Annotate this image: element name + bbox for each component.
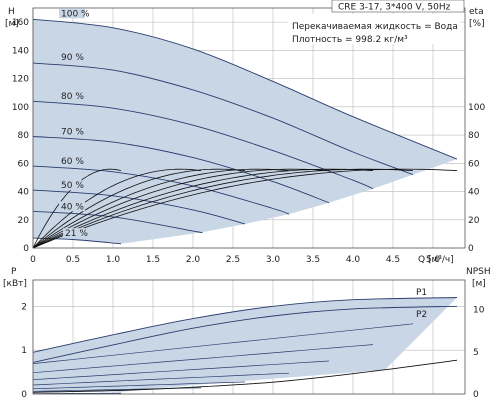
speed-label-bg: [59, 91, 85, 102]
head-curve-1: [32, 62, 414, 176]
p2-label: P2: [416, 310, 427, 320]
speed-label: 40 %: [61, 202, 84, 212]
power-chart: 0 1 2 0 5 10 P [кВт] NPSH [м] P1 P2: [3, 267, 491, 400]
head-chart: 0 20 40 60 80 100 120 140 160 0 20 40 60 80 100 0 0.5 1…: [5, 0, 485, 265]
y-left-tick-label: 40: [18, 188, 30, 198]
head-curve-7: [32, 237, 122, 245]
power-curve-3: [32, 360, 330, 381]
x-tick-label: 4.0: [346, 255, 361, 265]
x-axis-label: Q [м³/ч]: [418, 255, 454, 265]
top-y-right-ticks: 0 20 40 60 80 100: [468, 103, 485, 254]
y-right-label-line2: [%]: [469, 19, 485, 29]
speed-label-bg: [59, 156, 85, 167]
speed-labels: 100 % 90 % 80 % 70 % 60 % 50 % 40 % 21 %: [59, 8, 90, 239]
head-curve-6: [32, 210, 203, 234]
x-tick-label: 0: [30, 255, 36, 265]
power-p1-curve: [32, 297, 458, 353]
x-tick-label: 3.5: [306, 255, 320, 265]
y-right-tick-label: 20: [468, 216, 480, 226]
info-box: [288, 14, 460, 44]
power-tick-label: 0: [21, 390, 27, 400]
speed-label: 21 %: [65, 229, 88, 239]
y-left-label-line1: H: [8, 7, 15, 17]
speed-label-bg: [59, 201, 85, 212]
x-tick-label: 1.5: [146, 255, 160, 265]
power-tick-label: 1: [21, 346, 27, 356]
speed-label: 100 %: [61, 9, 90, 19]
power-curve-5: [32, 381, 246, 390]
title-box: [331, 0, 465, 13]
y-left-tick-label: 100: [12, 103, 29, 113]
x-tick-label: 2.0: [186, 255, 201, 265]
npsh-label-line2: [м]: [472, 279, 486, 289]
power-curve-7: [32, 392, 122, 394]
npsh-tick-label: 0: [473, 390, 479, 400]
y-left-tick-label: 160: [12, 18, 29, 28]
y-left-label-line2: [м]: [5, 19, 19, 29]
y-left-tick-label: 120: [12, 75, 29, 85]
speed-label-bg: [59, 8, 85, 19]
speed-label: 90 %: [61, 53, 84, 63]
head-curve-5: [32, 189, 246, 225]
head-curve-2: [32, 100, 374, 190]
y-left-tick-label: 140: [12, 46, 29, 56]
npsh-tick-label: 5: [473, 348, 479, 358]
p1-label: P1: [416, 288, 427, 298]
speed-label-bg: [59, 180, 85, 191]
efficiency-curve-6: [32, 168, 202, 249]
npsh-label-line1: NPSH: [466, 267, 491, 277]
x-tick-label: 4.5: [386, 255, 400, 265]
efficiency-curve-3: [32, 168, 330, 249]
head-curve-3: [32, 136, 330, 204]
y-right-tick-label: 60: [468, 159, 480, 169]
fluid-info: Перекачиваемая жидкость = Вода: [292, 22, 458, 32]
speed-label-bg: [63, 228, 89, 239]
efficiency-curves: [32, 168, 458, 249]
x-tick-label: 0.5: [66, 255, 80, 265]
speed-label: 70 %: [61, 127, 84, 137]
top-plot-frame: [32, 7, 466, 249]
speed-label-bg: [59, 126, 85, 137]
bottom-y-left-ticks: 0 1 2: [21, 302, 27, 400]
y-right-tick-label: 40: [468, 188, 480, 198]
y-right-tick-label: 0: [468, 244, 474, 254]
npsh-curve: [32, 359, 458, 393]
head-curve-0: [32, 18, 458, 160]
y-left-tick-label: 80: [18, 131, 30, 141]
head-curves: [32, 18, 458, 245]
power-curve-4: [32, 372, 290, 386]
y-right-tick-label: 80: [468, 131, 480, 141]
bottom-y-right-ticks: 0 5 10: [473, 306, 485, 400]
x-tick-labels: 0 0.5 1.0 1.5 2.0 2.5 3.0 3.5 4.0 4.5 5.0: [30, 255, 440, 265]
density-info: Плотность = 998.2 кг/м³: [292, 35, 408, 45]
power-curve-1: [32, 323, 414, 364]
chart-title: CRE 3-17, 3*400 V, 50Hz: [338, 3, 451, 13]
y-right-tick-label: 100: [468, 103, 485, 113]
power-label-line2: [кВт]: [3, 279, 27, 289]
power-curves: [32, 297, 458, 394]
efficiency-curve-4: [32, 168, 290, 249]
efficiency-curve-5: [32, 168, 246, 249]
y-left-tick-label: 20: [18, 216, 30, 226]
power-p2-curve: [32, 305, 458, 363]
y-left-tick-label: 60: [18, 159, 30, 169]
npsh-tick-label: 10: [473, 306, 485, 316]
x-tick-label: 5.0: [426, 255, 441, 265]
y-left-tick-label: 0: [23, 244, 29, 254]
x-tick-label: 3.0: [266, 255, 281, 265]
speed-label: 80 %: [61, 92, 84, 102]
top-y-left-ticks: 0 20 40 60 80 100 120 140 160: [12, 18, 29, 254]
x-tick-label: 1.0: [106, 255, 121, 265]
power-envelope: [33, 297, 457, 392]
speed-label-bg: [59, 52, 85, 63]
x-tick-label: 2.5: [226, 255, 240, 265]
speed-label: 60 %: [61, 157, 84, 167]
power-curve-2: [32, 344, 374, 374]
y-right-label-line1: eta: [469, 7, 484, 17]
power-label-line1: P: [11, 267, 17, 277]
bottom-plot-frame: [32, 279, 466, 395]
speed-label: 50 %: [61, 181, 84, 191]
power-tick-label: 2: [21, 302, 27, 312]
